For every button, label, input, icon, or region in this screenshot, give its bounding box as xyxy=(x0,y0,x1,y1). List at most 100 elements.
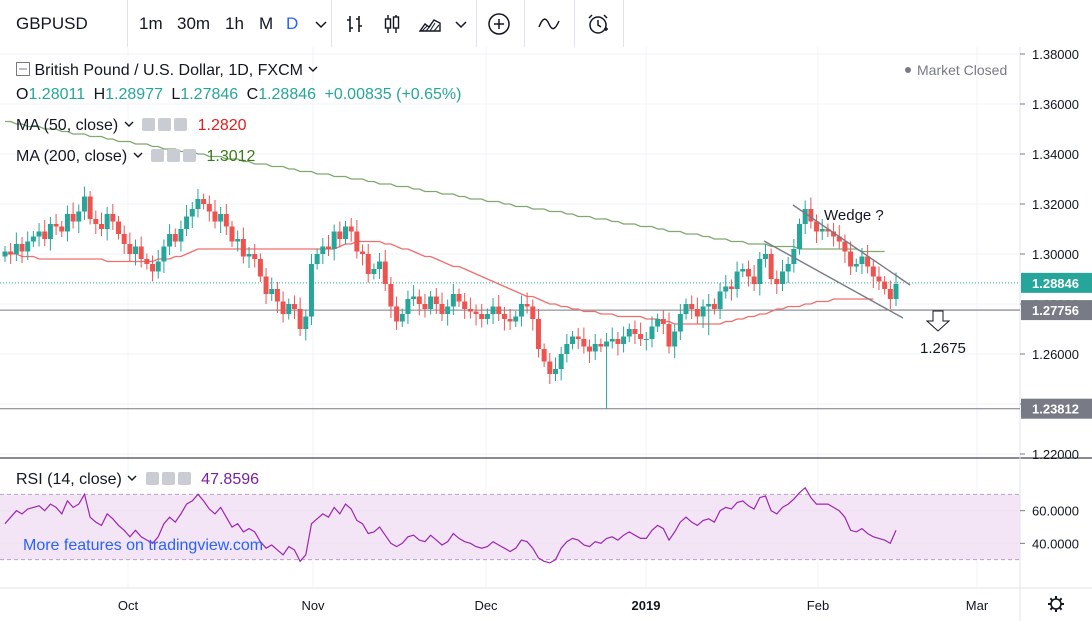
candle xyxy=(819,219,825,240)
tradingview-watermark[interactable]: More features on tradingview.com xyxy=(23,537,264,554)
gear-tooth xyxy=(1058,606,1063,611)
candle-body xyxy=(859,256,865,264)
candle xyxy=(320,238,326,264)
close-icon[interactable] xyxy=(183,149,197,162)
candle xyxy=(93,210,99,234)
candle xyxy=(195,189,201,218)
price-tick-label: 1.34000 xyxy=(1032,147,1079,162)
candle-body xyxy=(814,221,820,232)
candle-body xyxy=(195,199,201,209)
gear-icon xyxy=(1048,596,1064,612)
gear-icon[interactable] xyxy=(158,118,172,131)
candle-body xyxy=(116,221,122,234)
candle-body xyxy=(745,269,751,277)
candle xyxy=(853,258,859,272)
chevron-down-icon[interactable] xyxy=(126,472,138,484)
candle-body xyxy=(655,319,661,327)
candle-body xyxy=(354,231,360,252)
candle xyxy=(371,263,377,280)
candle xyxy=(643,332,649,351)
close-value: 1.28846 xyxy=(258,86,317,103)
candle xyxy=(666,312,672,354)
candle-body xyxy=(291,304,297,309)
symbol-search[interactable]: GBPUSD xyxy=(6,0,128,47)
bar-chart-icon[interactable] xyxy=(343,12,367,36)
candle xyxy=(842,234,848,263)
chevron-down-icon[interactable] xyxy=(309,12,333,36)
chevron-down-icon[interactable] xyxy=(449,12,473,36)
interval-month[interactable]: M xyxy=(259,14,274,33)
interval-day[interactable]: D xyxy=(286,14,299,33)
candle-body xyxy=(218,214,224,222)
candle-body xyxy=(842,241,848,252)
candle-body xyxy=(518,304,524,317)
candle-body xyxy=(263,276,269,294)
candle xyxy=(240,227,246,264)
eye-icon[interactable] xyxy=(151,149,165,162)
candle-body xyxy=(382,261,388,284)
candle xyxy=(450,284,456,315)
ma200-value: 1.3012 xyxy=(206,148,256,165)
candle xyxy=(116,216,122,240)
candle-body xyxy=(167,234,173,247)
candle xyxy=(490,298,496,324)
ma200-legend[interactable]: MA (200, close) 1.3012 xyxy=(16,148,255,166)
down-arrow-icon xyxy=(925,310,951,332)
area-chart-icon[interactable] xyxy=(418,12,442,36)
candle-body xyxy=(865,256,871,267)
candle xyxy=(246,247,252,268)
gear-icon[interactable] xyxy=(161,472,175,485)
close-icon[interactable] xyxy=(177,472,191,485)
candle-body xyxy=(150,264,156,272)
candle-body xyxy=(450,294,456,307)
candle xyxy=(575,328,581,349)
candle xyxy=(706,294,712,336)
chevron-down-icon[interactable] xyxy=(307,63,319,75)
alarm-clock-icon[interactable] xyxy=(586,12,610,36)
chevron-down-icon[interactable] xyxy=(123,118,135,130)
open-value: 1.28011 xyxy=(28,86,86,103)
candle xyxy=(167,224,173,255)
candle-body xyxy=(496,306,502,314)
candle-body xyxy=(575,336,581,339)
interval-1m[interactable]: 1m xyxy=(139,14,163,33)
candle-body xyxy=(223,214,229,227)
candle-body xyxy=(325,246,331,249)
collapse-legend-icon[interactable] xyxy=(16,62,30,76)
candle xyxy=(257,253,263,282)
close-icon[interactable] xyxy=(174,118,188,131)
candle xyxy=(655,313,661,332)
candle xyxy=(229,221,235,247)
chevron-down-icon[interactable] xyxy=(132,149,144,161)
plus-circle-icon[interactable] xyxy=(487,12,511,36)
candle-body xyxy=(456,294,462,302)
candle xyxy=(581,327,587,354)
interval-30m[interactable]: 30m xyxy=(177,14,211,33)
candle-body xyxy=(428,296,434,309)
candle xyxy=(360,244,366,266)
candle xyxy=(626,323,632,342)
candle xyxy=(848,241,854,275)
chart-canvas[interactable]: Wedge ? 1.2675 1.38000 1.36000 1.34000 1.3200… xyxy=(0,47,1092,621)
eye-icon[interactable] xyxy=(142,118,156,131)
candle xyxy=(8,243,14,264)
candle-chart-icon[interactable] xyxy=(380,12,404,36)
wave-icon[interactable] xyxy=(537,12,561,36)
eye-icon[interactable] xyxy=(145,472,159,485)
price-badge-label: 1.28846 xyxy=(1032,276,1079,291)
candle xyxy=(30,231,36,247)
candle xyxy=(893,272,899,306)
high-value: 1.28977 xyxy=(105,86,163,103)
interval-1h[interactable]: 1h xyxy=(225,14,244,33)
price-badge xyxy=(1021,300,1092,321)
ma50-legend[interactable]: MA (50, close) 1.2820 xyxy=(16,117,247,135)
rsi-legend[interactable]: RSI (14, close) 47.8596 xyxy=(16,471,259,489)
candle-body xyxy=(700,306,706,317)
candle-body xyxy=(42,231,48,239)
toolbar-divider xyxy=(574,0,575,47)
candle xyxy=(870,259,876,288)
candle-body xyxy=(785,264,791,272)
candle xyxy=(291,295,297,319)
gear-icon[interactable] xyxy=(167,149,181,162)
candle xyxy=(337,221,343,248)
